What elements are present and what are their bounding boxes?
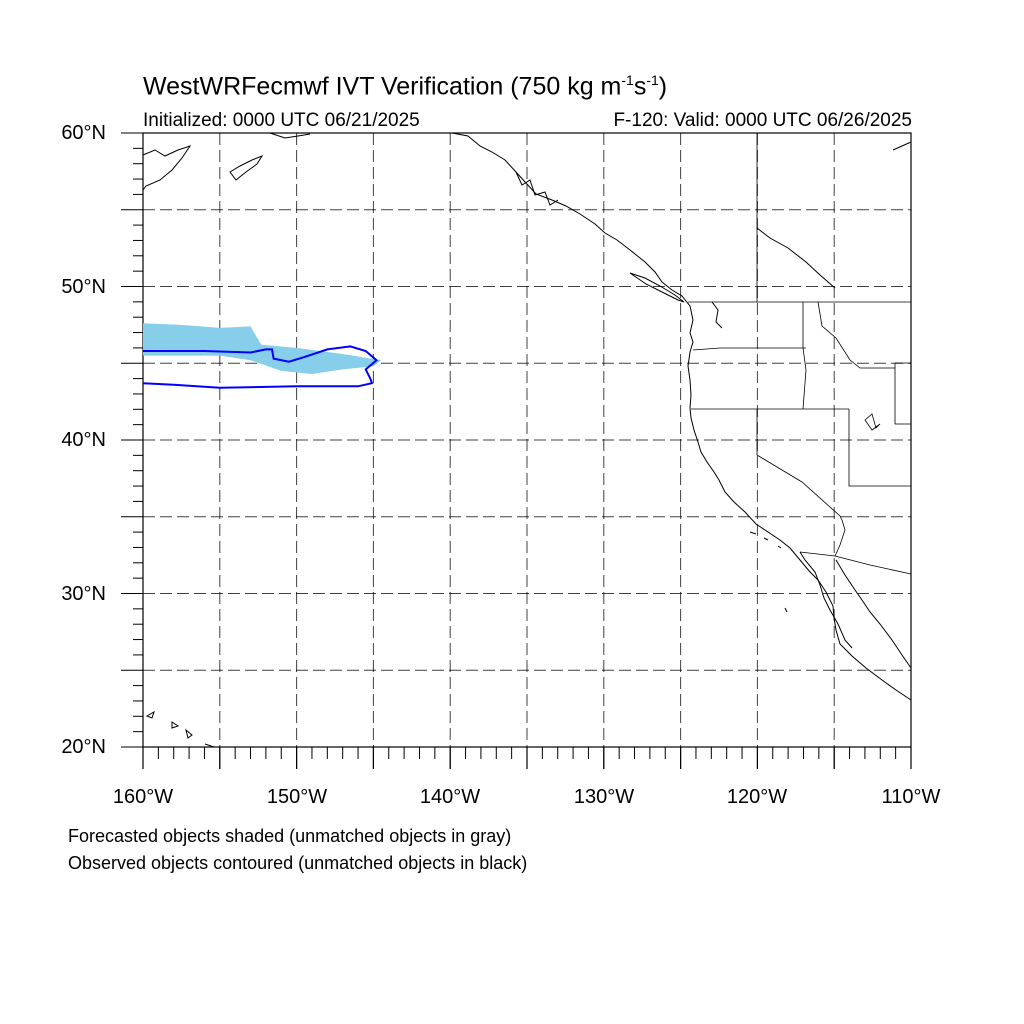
great-salt-lake (864, 413, 881, 431)
valid-time: F-120: Valid: 0000 UTC 06/26/2025 (613, 110, 912, 131)
northern-coast-top (269, 132, 311, 139)
hawaii-islands (145, 710, 215, 748)
forecast-note: Forecasted objects shaded (unmatched obj… (68, 826, 512, 846)
map-title: WestWRFecmwf IVT Verification (750 kg m-… (143, 72, 668, 101)
coastlines (142, 132, 912, 748)
washington-oregon-border (692, 347, 806, 351)
lat-label-30n: 30°N (61, 583, 106, 605)
idaho-west-border (802, 302, 807, 410)
lon-label-120w: 120°W (726, 786, 788, 808)
baja-peninsula (799, 551, 853, 649)
california-nevada-border (756, 409, 843, 521)
lat-label-60n: 60°N (61, 122, 106, 144)
inner-coastline (835, 559, 912, 669)
channel-islands (749, 531, 782, 549)
lon-label-160w: 160°W (112, 786, 174, 808)
kodiak-island (229, 154, 264, 181)
lat-label-50n: 50°N (61, 276, 106, 298)
idaho-montana-border (817, 301, 895, 369)
lon-label-140w: 140°W (419, 786, 481, 808)
alaska-coast (142, 145, 192, 191)
canada-fjords (515, 171, 559, 206)
nevada-utah-border (848, 409, 911, 487)
forecast-object (143, 323, 382, 374)
init-time: Initialized: 0000 UTC 06/21/2025 (143, 110, 420, 131)
lon-label-130w: 130°W (573, 786, 635, 808)
observed-object (142, 345, 379, 389)
puget-sound (711, 301, 723, 329)
wyoming-box (894, 362, 911, 425)
axis-ticks (121, 132, 912, 769)
lon-label-110w: 110°W (881, 786, 941, 808)
guadalupe-island (784, 607, 788, 613)
lon-label-150w: 150°W (266, 786, 328, 808)
graticule (143, 133, 911, 747)
north-america-coastline (451, 132, 912, 701)
arizona-west-border (834, 519, 846, 557)
vancouver-island (629, 272, 685, 303)
lat-label-20n: 20°N (61, 736, 106, 758)
hudson-bay-coast (756, 227, 836, 289)
political-borders (688, 133, 912, 575)
lat-label-40n: 40°N (61, 429, 106, 451)
observed-note: Observed objects contoured (unmatched ob… (68, 853, 528, 873)
us-mexico-border (799, 551, 912, 575)
great-lakes-edge (892, 141, 912, 151)
